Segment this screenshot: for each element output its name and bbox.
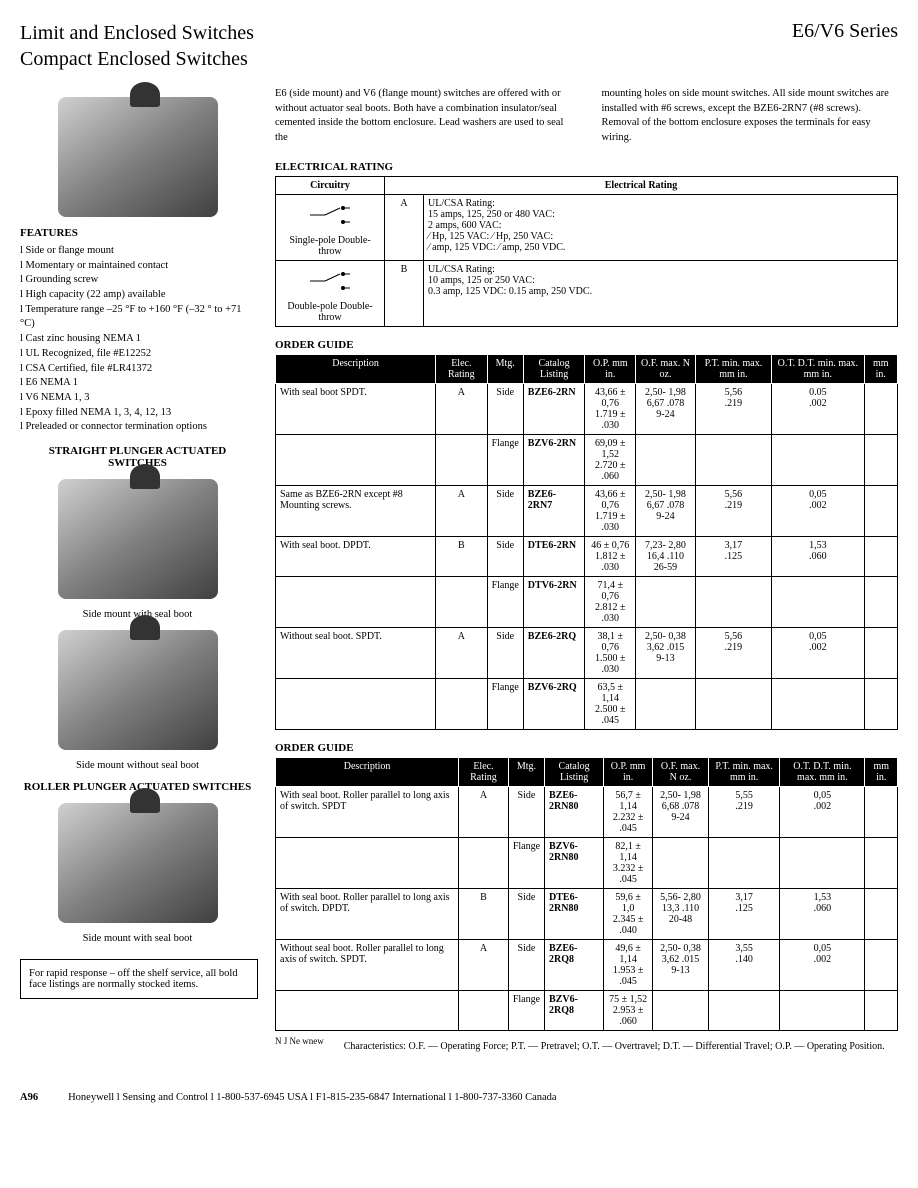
order-guide-2-heading: ORDER GUIDE [275, 742, 898, 754]
order-col-header: P.T. min. max. mm in. [695, 354, 771, 383]
order-col-header: Description [276, 354, 436, 383]
order-col-header: Elec. Rating [436, 354, 487, 383]
feature-item: High capacity (22 amp) available [20, 288, 255, 303]
feature-item: V6 NEMA 1, 3 [20, 391, 255, 406]
order-row: Flange BZV6-2RQ 63,5 ± 1,14 2.500 ± .045 [276, 678, 898, 729]
order-col-header: mm in. [864, 354, 898, 383]
order-col-header: mm in. [865, 757, 898, 786]
feature-item: Epoxy filled NEMA 1, 3, 4, 12, 13 [20, 406, 255, 421]
feature-item: E6 NEMA 1 [20, 376, 255, 391]
order-col-header: Catalog Listing [545, 757, 604, 786]
order-guide-1-heading: ORDER GUIDE [275, 339, 898, 351]
new-note: N J Ne wnew [275, 1036, 324, 1052]
feature-item: Grounding screw [20, 273, 255, 288]
product-image-straight-1 [58, 479, 218, 599]
product-image-roller [58, 803, 218, 923]
order-row: With seal boot. Roller parallel to long … [276, 888, 898, 939]
order-row: Flange DTV6-2RN 71,4 ± 0,76 2.812 ± .030 [276, 576, 898, 627]
order-col-header: O.T. D.T. min. max. mm in. [772, 354, 864, 383]
circuitry-cell: Single-pole Double-throw [276, 194, 385, 260]
circuitry-cell: Double-pole Double-throw [276, 260, 385, 326]
feature-item: Cast zinc housing NEMA 1 [20, 332, 255, 347]
product-image-straight-2 [58, 630, 218, 750]
caption-2: Side mount without seal boot [20, 760, 255, 771]
order-row: Flange BZV6-2RQ8 75 ± 1,52 2.953 ± .060 [276, 990, 898, 1030]
feature-item: CSA Certified, file #LR41372 [20, 362, 255, 377]
title-line-2: Compact Enclosed Switches [20, 46, 254, 72]
order-col-header: O.T. D.T. min. max. mm in. [780, 757, 865, 786]
page-number: A96 [20, 1092, 38, 1103]
order-guide-2-table: DescriptionElec. RatingMtg.Catalog Listi… [275, 757, 898, 1031]
order-col-header: Catalog Listing [523, 354, 585, 383]
order-row: With seal boot. DPDT. B Side DTE6-2RN 46… [276, 536, 898, 576]
rating-code: B [385, 260, 424, 326]
order-col-header: Elec. Rating [459, 757, 509, 786]
order-row: Without seal boot. SPDT. A Side BZE6-2RQ… [276, 627, 898, 678]
product-image-main [58, 97, 218, 217]
series-label: E6/V6 Series [792, 20, 898, 72]
stock-note-box: For rapid response – off the shelf servi… [20, 959, 258, 999]
order-row: Same as BZE6-2RN except #8 Mounting scre… [276, 485, 898, 536]
order-row: Without seal boot. Roller parallel to lo… [276, 939, 898, 990]
feature-item: Temperature range –25 °F to +160 °F (–32… [20, 303, 255, 332]
features-list: Side or flange mountMomentary or maintai… [20, 244, 255, 435]
rating-text: UL/CSA Rating: 15 amps, 125, 250 or 480 … [424, 194, 898, 260]
order-col-header: P.T. min. max. mm in. [709, 757, 780, 786]
caption-3: Side mount with seal boot [20, 933, 255, 944]
order-row: Flange BZV6-2RN80 82,1 ± 1,14 3.232 ± .0… [276, 837, 898, 888]
order-guide-1-table: DescriptionElec. RatingMtg.Catalog Listi… [275, 354, 898, 730]
features-heading: FEATURES [20, 227, 255, 239]
characteristics-note: Characteristics: O.F. — Operating Force;… [344, 1041, 885, 1052]
col-rating: Electrical Rating [385, 176, 898, 194]
electrical-rating-heading: ELECTRICAL RATING [275, 161, 898, 173]
footer-text: Honeywell l Sensing and Control l 1-800-… [68, 1092, 556, 1103]
rating-code: A [385, 194, 424, 260]
order-col-header: O.P. mm in. [604, 757, 653, 786]
order-col-header: O.P. mm in. [585, 354, 636, 383]
feature-item: Momentary or maintained contact [20, 259, 255, 274]
order-col-header: O.F. max. N oz. [636, 354, 695, 383]
order-col-header: O.F. max. N oz. [652, 757, 708, 786]
order-row: With seal boot SPDT. A Side BZE6-2RN 43,… [276, 383, 898, 434]
feature-item: Preleaded or connector termination optio… [20, 420, 255, 435]
order-col-header: Mtg. [487, 354, 523, 383]
feature-item: Side or flange mount [20, 244, 255, 259]
col-circuitry: Circuitry [276, 176, 385, 194]
order-col-header: Mtg. [508, 757, 544, 786]
title-line-1: Limit and Enclosed Switches [20, 20, 254, 46]
intro-col-1: E6 (side mount) and V6 (flange mount) sw… [275, 87, 572, 146]
order-row: Flange BZV6-2RN 69,09 ± 1,52 2.720 ± .06… [276, 434, 898, 485]
electrical-rating-table: Circuitry Electrical Rating Single-pole … [275, 176, 898, 327]
intro-col-2: mounting holes on side mount switches. A… [602, 87, 899, 146]
feature-item: UL Recognized, file #E12252 [20, 347, 255, 362]
order-col-header: Description [276, 757, 459, 786]
order-row: With seal boot. Roller parallel to long … [276, 786, 898, 837]
rating-text: UL/CSA Rating: 10 amps, 125 or 250 VAC: … [424, 260, 898, 326]
